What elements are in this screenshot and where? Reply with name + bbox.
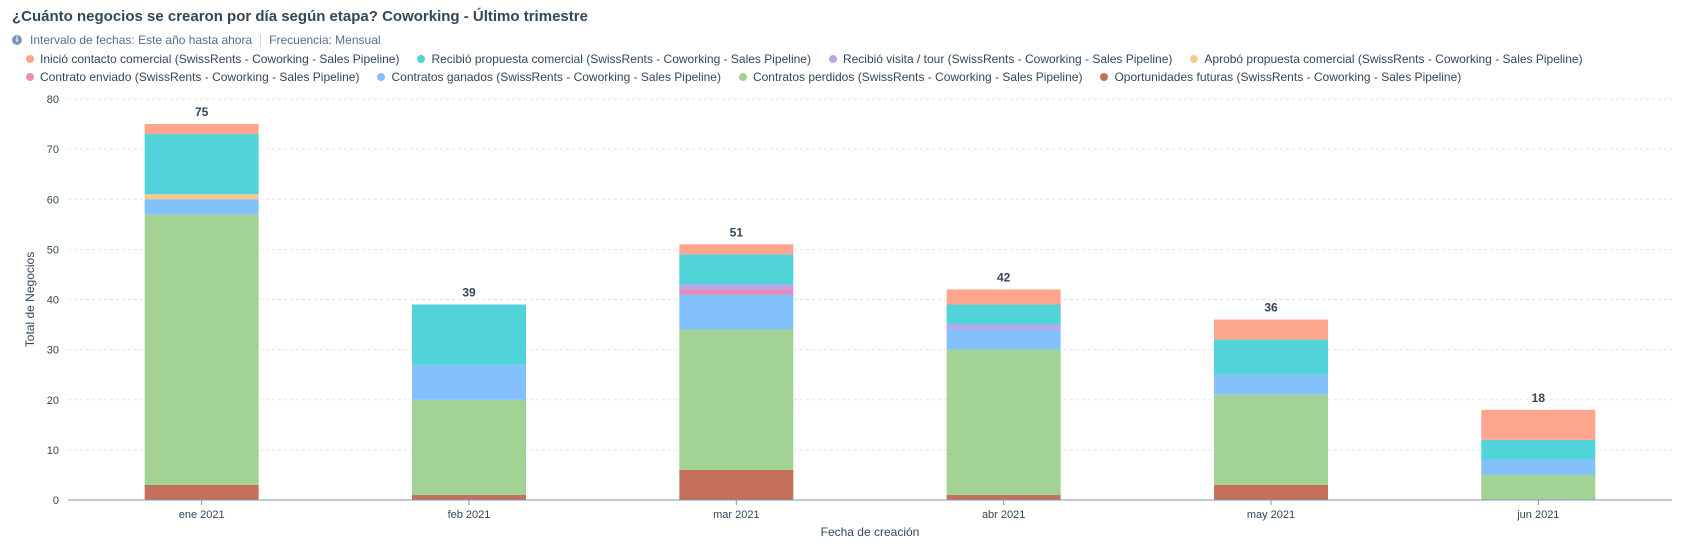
bar-segment[interactable] — [946, 494, 1061, 500]
chart-legend: Inició contacto comercial (SwissRents - … — [26, 50, 1686, 86]
legend-label: Contrato enviado (SwissRents - Coworking… — [40, 70, 360, 84]
y-tick-label: 30 — [47, 345, 59, 357]
legend-item[interactable]: Inició contacto comercial (SwissRents - … — [26, 52, 399, 66]
bar-segment[interactable] — [679, 469, 794, 500]
bar-segment[interactable] — [144, 194, 259, 200]
report-meta: i Intervalo de fechas: Este año hasta ah… — [12, 33, 381, 47]
bar-segment[interactable] — [412, 399, 526, 495]
x-axis-title: Fecha de creación — [821, 525, 920, 539]
bar-segment[interactable] — [679, 244, 794, 255]
bar-segment[interactable] — [1214, 484, 1328, 500]
legend-dot-icon — [1100, 73, 1109, 81]
legend-label: Inició contacto comercial (SwissRents - … — [40, 52, 400, 66]
legend-row: Inició contacto comercial (SwissRents - … — [26, 50, 1686, 68]
x-tick-label: feb 2021 — [448, 509, 491, 521]
y-tick-label: 80 — [47, 94, 59, 106]
bar-segment[interactable] — [679, 329, 794, 470]
bar-segment[interactable] — [144, 199, 259, 215]
bar-segment[interactable] — [144, 484, 259, 500]
legend-dot-icon — [1190, 55, 1199, 63]
x-tick-label: jun 2021 — [1516, 509, 1559, 521]
bar-total-label: 18 — [1532, 391, 1546, 405]
bar-total-label: 36 — [1264, 301, 1278, 315]
bar-total-label: 42 — [997, 270, 1011, 284]
legend-item[interactable]: Contrato enviado (SwissRents - Coworking… — [26, 70, 359, 84]
y-tick-label: 40 — [47, 295, 59, 307]
bar-segment[interactable] — [946, 329, 1061, 350]
x-tick-label: ene 2021 — [179, 509, 225, 521]
bar-segment[interactable] — [144, 134, 259, 195]
y-tick-label: 10 — [47, 445, 59, 457]
bar-total-label: 39 — [462, 286, 476, 300]
bar-segment[interactable] — [1481, 409, 1596, 440]
y-tick-label: 60 — [47, 194, 59, 206]
bar-segment[interactable] — [1481, 474, 1596, 500]
legend-item[interactable]: Contratos perdidos (SwissRents - Coworki… — [738, 70, 1083, 84]
frequency-label: Frecuencia: Mensual — [269, 33, 381, 47]
legend-item[interactable]: Contratos ganados (SwissRents - Coworkin… — [377, 70, 721, 84]
legend-item[interactable]: Aprobó propuesta comercial (SwissRents -… — [1190, 52, 1583, 66]
legend-item[interactable]: Recibió visita / tour (SwissRents - Cowo… — [828, 52, 1173, 66]
bar-segment[interactable] — [412, 364, 526, 400]
legend-item[interactable]: Oportunidades futuras (SwissRents - Cowo… — [1100, 70, 1461, 84]
legend-dot-icon — [828, 55, 837, 63]
bar-segment[interactable] — [1214, 339, 1328, 375]
bar-segment[interactable] — [946, 289, 1061, 305]
bar-segment[interactable] — [1481, 459, 1596, 475]
date-range-label: Intervalo de fechas: Este año hasta ahor… — [30, 33, 253, 47]
legend-dot-icon — [26, 55, 34, 63]
meta-divider — [260, 33, 262, 47]
bar-segment[interactable] — [144, 124, 259, 135]
bar-segment[interactable] — [946, 349, 1061, 495]
info-icon[interactable]: i — [12, 35, 22, 45]
legend-dot-icon — [417, 55, 426, 63]
chart-title: ¿Cuánto negocios se crearon por día segú… — [12, 8, 588, 25]
legend-dot-icon — [738, 73, 747, 81]
bar-segment[interactable] — [1481, 439, 1596, 460]
bar-segment[interactable] — [1214, 374, 1328, 395]
legend-label: Contratos perdidos (SwissRents - Coworki… — [752, 70, 1083, 84]
bar-total-label: 75 — [195, 105, 209, 119]
legend-row: Contrato enviado (SwissRents - Coworking… — [26, 68, 1686, 86]
bar-segment[interactable] — [412, 304, 526, 365]
x-tick-label: may 2021 — [1247, 509, 1295, 521]
y-tick-label: 50 — [47, 244, 59, 256]
bar-segment[interactable] — [144, 214, 259, 485]
bar-segment[interactable] — [679, 254, 794, 285]
x-tick-label: mar 2021 — [713, 509, 759, 521]
legend-label: Oportunidades futuras (SwissRents - Cowo… — [1114, 70, 1462, 84]
legend-dot-icon — [26, 73, 34, 81]
bar-segment[interactable] — [1214, 319, 1328, 340]
bar-segment[interactable] — [412, 494, 526, 500]
bar-segment[interactable] — [679, 284, 794, 290]
x-tick-label: abr 2021 — [982, 509, 1025, 521]
y-tick-label: 20 — [47, 395, 59, 407]
legend-label: Aprobó propuesta comercial (SwissRents -… — [1204, 52, 1583, 66]
bar-total-label: 51 — [730, 225, 744, 239]
bar-segment[interactable] — [946, 324, 1061, 330]
legend-label: Recibió visita / tour (SwissRents - Cowo… — [842, 52, 1173, 66]
y-tick-label: 0 — [53, 495, 59, 507]
bar-segment[interactable] — [679, 294, 794, 330]
legend-dot-icon — [377, 73, 386, 81]
y-axis-title: Total de Negocios — [23, 252, 37, 347]
bar-segment[interactable] — [946, 304, 1061, 325]
legend-label: Recibió propuesta comercial (SwissRents … — [431, 52, 811, 66]
y-tick-label: 70 — [47, 144, 59, 156]
bar-segment[interactable] — [679, 289, 794, 295]
legend-item[interactable]: Recibió propuesta comercial (SwissRents … — [417, 52, 811, 66]
bar-segment[interactable] — [1214, 394, 1328, 485]
legend-label: Contratos ganados (SwissRents - Coworkin… — [391, 70, 721, 84]
